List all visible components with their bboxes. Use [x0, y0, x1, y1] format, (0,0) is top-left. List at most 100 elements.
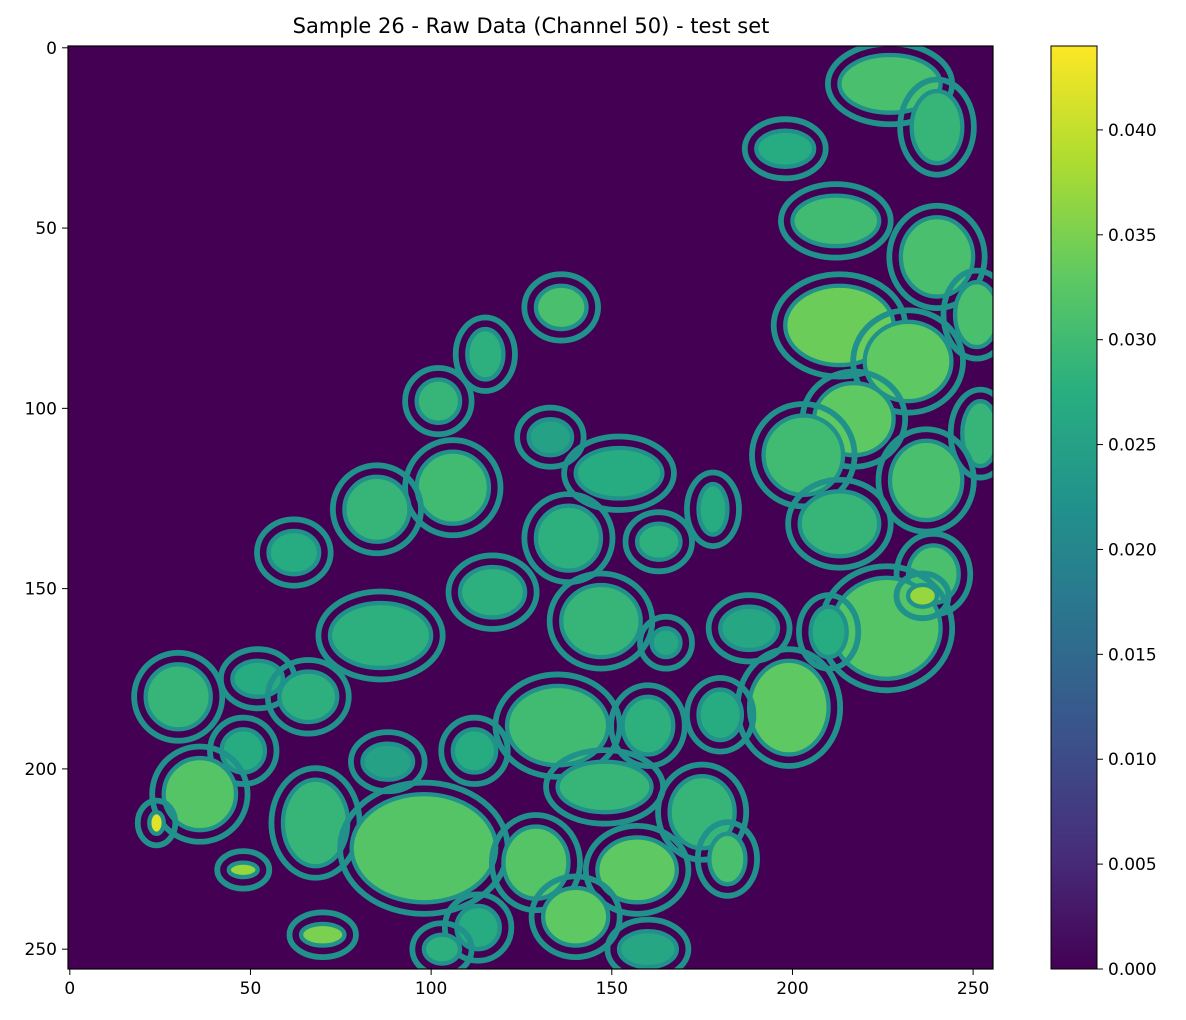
heatmap-region-41: [450, 727, 499, 775]
colorbar-tick-label-4: 0.020: [1108, 540, 1157, 560]
region-halo-42: [149, 743, 251, 845]
y-tick-label-100: 100: [25, 399, 57, 419]
region-halo-25: [445, 552, 540, 632]
region-halo-21: [622, 509, 695, 575]
colorbar-tick-label-0: 0.000: [1108, 960, 1157, 980]
heatmap-region-1: [909, 88, 965, 166]
region-halo-18: [329, 462, 424, 557]
heatmap-region-26: [559, 582, 643, 660]
x-tick-label-0: 0: [64, 979, 75, 999]
heatmap-region-28: [327, 600, 434, 671]
colorbar-tick-label-8: 0.040: [1108, 121, 1157, 141]
heatmap-region-4: [898, 215, 976, 299]
region-halo-8: [850, 307, 966, 416]
heatmap-region-38: [696, 687, 745, 743]
region-halo-28: [315, 588, 446, 683]
y-axis: 0 50 100 150 200 250: [25, 39, 68, 960]
heatmap-region-48: [501, 824, 571, 901]
heatmap-region-18: [342, 474, 412, 544]
y-tick-label-250: 250: [25, 940, 57, 960]
heatmap-region-6: [533, 283, 589, 332]
region-halo-32: [131, 649, 226, 744]
heatmap-region-23: [266, 528, 322, 577]
region-halo-17: [402, 437, 504, 539]
heatmap-region-52: [421, 932, 463, 966]
heatmap-region-19: [797, 489, 882, 559]
heatmap-region-57: [905, 582, 940, 609]
heatmap-region-34: [277, 669, 340, 725]
colorbar-tick-label-6: 0.030: [1108, 331, 1157, 351]
x-tick-label-100: 100: [415, 979, 447, 999]
heatmap-region-17: [414, 449, 492, 526]
region-halo-49: [582, 822, 692, 917]
region-halo-45: [655, 761, 750, 863]
x-axis: 0 50 100 150 200 250: [64, 969, 989, 999]
colorbar-tick-label-1: 0.005: [1108, 855, 1157, 875]
region-halo-50: [528, 873, 623, 960]
heatmap-region-7: [952, 280, 993, 350]
region-halo-23: [254, 516, 334, 589]
heatmap-region-31: [649, 626, 683, 660]
region-halo-11: [402, 365, 475, 438]
region-halo-6: [521, 271, 601, 344]
region-halo-4: [886, 202, 988, 312]
heatmap-region-47: [349, 791, 499, 905]
colorbar-tick-label-5: 0.025: [1108, 436, 1157, 456]
region-halo-37: [608, 682, 688, 769]
region-halo-2: [741, 116, 829, 182]
heatmap-region-54: [298, 921, 347, 948]
heatmap-region-50: [540, 885, 611, 948]
heatmap-region-32: [143, 662, 213, 732]
region-halo-53: [604, 916, 692, 969]
heatmap-region-12: [960, 398, 993, 469]
heatmap-region-39: [219, 727, 268, 775]
region-halo-51: [441, 891, 515, 964]
region-halo-46: [694, 819, 760, 899]
region-halo-34: [264, 657, 352, 737]
heatmap-region-9: [465, 326, 506, 382]
heatmap-region-40: [360, 741, 416, 782]
region-halo-15: [561, 433, 677, 513]
y-tick-label-50: 50: [35, 219, 57, 239]
heatmap-region-3: [790, 193, 882, 249]
plot-frame: [67, 45, 994, 970]
heatmap-region-25: [457, 564, 528, 620]
region-halo-54: [286, 909, 359, 960]
colorbar-tick-label-7: 0.035: [1108, 226, 1157, 246]
heatmap-region-15: [573, 445, 665, 501]
region-halo-16: [514, 404, 587, 470]
region-halo-31: [637, 613, 695, 672]
heatmap-region-0: [837, 52, 943, 115]
x-tick-label-200: 200: [776, 979, 808, 999]
heatmap-region-45: [667, 773, 737, 851]
region-halo-29: [705, 592, 793, 665]
heatmap-region-49: [595, 835, 680, 905]
region-halo-7: [940, 267, 993, 362]
colorbar-tick-label-2: 0.010: [1108, 750, 1157, 770]
region-halo-9: [452, 314, 518, 394]
y-tick-label-0: 0: [46, 39, 57, 59]
region-halo-39: [207, 714, 280, 787]
heatmap-region-21: [634, 521, 683, 562]
heatmap-region-29: [718, 604, 781, 653]
region-halo-56: [214, 848, 273, 892]
heatmap-region-14: [887, 438, 965, 523]
region-halo-38: [684, 675, 757, 755]
colorbar-axis: 0.000 0.005 0.010 0.015 0.020 0.025 0.030 0.035…: [1097, 121, 1157, 980]
heatmap-region-20: [533, 503, 604, 573]
heatmap-region-35: [746, 658, 831, 757]
region-halo-55: [134, 797, 179, 849]
colorbar-tick-label-3: 0.015: [1108, 645, 1157, 665]
heatmap-region-55: [147, 809, 166, 836]
y-tick-label-150: 150: [25, 580, 57, 600]
region-halo-3: [778, 181, 894, 261]
x-tick-label-50: 50: [240, 979, 262, 999]
heatmap-region-30: [808, 604, 849, 660]
heatmap-region-22: [696, 481, 730, 537]
y-tick-label-200: 200: [25, 760, 57, 780]
heatmap-region-2: [754, 128, 817, 169]
heatmap-region-42: [161, 755, 239, 833]
region-halo-48: [488, 812, 583, 914]
heatmap-region-46: [707, 831, 748, 887]
